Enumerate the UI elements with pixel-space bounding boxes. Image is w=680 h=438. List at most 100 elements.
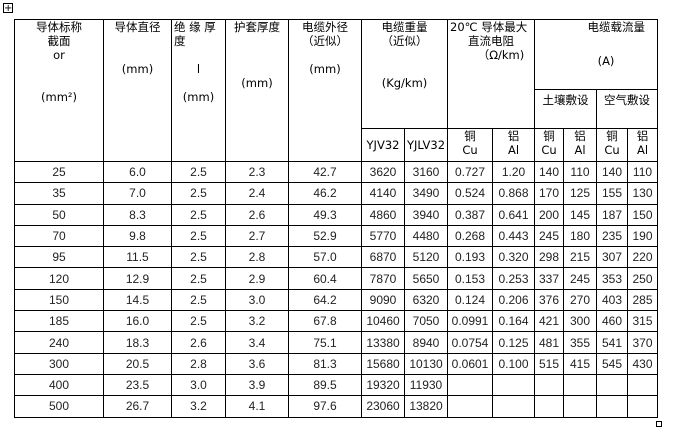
table-cell: 300 [14, 352, 104, 375]
table-cell: 150 [627, 203, 658, 226]
header-current-capacity: 电缆载流量 (A) [534, 19, 658, 90]
table-cell: 2.6 [171, 331, 226, 354]
header-al: 铝 Al [563, 128, 597, 162]
table-cell: 12.9 [103, 267, 172, 290]
table-cell [563, 395, 597, 418]
table-cell: 2.5 [171, 203, 226, 226]
table-cell: 3.4 [225, 331, 289, 354]
table-cell: 155 [596, 182, 628, 205]
header-insulation-thickness: 绝 缘 厚度 l (mm) [171, 19, 226, 162]
table-cell: 2.9 [225, 267, 289, 290]
table-cell: 353 [596, 267, 628, 290]
table-cell: 97.6 [288, 395, 362, 418]
table-cell: 8940 [404, 331, 448, 354]
table-cell: 18.3 [103, 331, 172, 354]
table-move-handle-icon[interactable]: + [3, 3, 13, 14]
table-cell: 285 [627, 288, 658, 312]
table-cell: 0.193 [447, 246, 493, 269]
table-cell: 2.7 [225, 224, 289, 248]
header-yjlv32: YJLV32 [404, 128, 448, 162]
table-cell: 240 [14, 331, 104, 354]
table-cell: 215 [563, 246, 597, 269]
table-cell: 9090 [361, 288, 405, 312]
table-cell: 2.5 [171, 288, 226, 312]
table-cell: 145 [563, 203, 597, 226]
table-cell: 95 [14, 246, 104, 269]
table-cell: 220 [627, 246, 658, 269]
table-cell: 187 [596, 203, 628, 226]
table-cell: 0.727 [447, 160, 493, 184]
table-cell: 403 [596, 288, 628, 312]
table-cell: 2.8 [225, 246, 289, 269]
table-cell: 25 [14, 160, 104, 184]
table-cell [534, 395, 564, 418]
table-cell: 0.641 [492, 203, 535, 226]
table-cell: 57.0 [288, 246, 362, 269]
table-cell: 300 [563, 310, 597, 333]
table-cell: 6870 [361, 246, 405, 269]
table-cell: 298 [534, 246, 564, 269]
table-cell: 19320 [361, 373, 405, 397]
table-cell: 2.5 [171, 310, 226, 333]
table-cell: 11.5 [103, 246, 172, 269]
table-cell: 67.8 [288, 310, 362, 333]
table-cell: 9.8 [103, 224, 172, 248]
table-row: 70 9.8 2.5 2.7 52.9 5770 4480 0.268 0.443 245 180 2… [14, 224, 658, 248]
table-cell: 2.4 [225, 182, 289, 205]
table-cell: 4140 [361, 182, 405, 205]
table-cell: 23060 [361, 395, 405, 418]
table-cell: 0.868 [492, 182, 535, 205]
table-cell: 190 [627, 224, 658, 248]
table-cell [596, 373, 628, 397]
table-row: 120 12.9 2.5 2.9 60.4 7870 5650 0.153 0.253 337 24… [14, 267, 658, 290]
table-cell: 0.443 [492, 224, 535, 248]
table-cell: 7050 [404, 310, 448, 333]
table-cell: 245 [534, 224, 564, 248]
table-cell: 5770 [361, 224, 405, 248]
table-cell: 376 [534, 288, 564, 312]
table-cell: 2.5 [171, 246, 226, 269]
table-cell: 515 [534, 352, 564, 375]
table-cell: 2.5 [171, 160, 226, 184]
header-air-laying: 空气敷设 [596, 89, 658, 129]
table-row: 400 23.5 3.0 3.9 89.5 19320 11930 [14, 373, 658, 397]
table-cell: 170 [534, 182, 564, 205]
table-cell: 5120 [404, 246, 448, 269]
table-cell [534, 373, 564, 397]
table-cell: 541 [596, 331, 628, 354]
table-cell: 4.1 [225, 395, 289, 418]
table-cell: 481 [534, 331, 564, 354]
table-cell: 6.0 [103, 160, 172, 184]
table-row: 95 11.5 2.5 2.8 57.0 6870 5120 0.193 0.320 298 215… [14, 246, 658, 269]
table-cell: 20.5 [103, 352, 172, 375]
table-cell: 500 [14, 395, 104, 418]
table-cell: 3160 [404, 160, 448, 184]
table-cell: 0.164 [492, 310, 535, 333]
header-soil-laying: 土壤敷设 [534, 89, 597, 129]
table-cell: 7.0 [103, 182, 172, 205]
table-cell: 46.2 [288, 182, 362, 205]
table-cell: 0.0601 [447, 352, 493, 375]
table-cell: 315 [627, 310, 658, 333]
table-cell: 130 [627, 182, 658, 205]
table-cell: 3940 [404, 203, 448, 226]
table-cell: 6320 [404, 288, 448, 312]
table-cell [492, 373, 535, 397]
table-cell: 3620 [361, 160, 405, 184]
table-resize-handle[interactable] [656, 421, 662, 427]
table-cell: 140 [534, 160, 564, 184]
table-cell: 0.0754 [447, 331, 493, 354]
table-row: 35 7.0 2.5 2.4 46.2 4140 3490 0.524 0.868 170 125 1… [14, 182, 658, 205]
table-cell: 7870 [361, 267, 405, 290]
table-cell: 337 [534, 267, 564, 290]
table-cell: 0.268 [447, 224, 493, 248]
table-cell: 200 [534, 203, 564, 226]
table-cell: 5650 [404, 267, 448, 290]
table-cell: 0.253 [492, 267, 535, 290]
header-al: 铝 Al [492, 128, 535, 162]
header-al: 铝 Al [627, 128, 658, 162]
cable-spec-table: 导体标称 截面 or (mm²) 导体直径 (mm) 绝 缘 厚度 l (mm) 护套厚度(… [14, 19, 658, 418]
table-cell: 10460 [361, 310, 405, 333]
table-cell: 35 [14, 182, 104, 205]
table-cell: 3.0 [225, 288, 289, 312]
